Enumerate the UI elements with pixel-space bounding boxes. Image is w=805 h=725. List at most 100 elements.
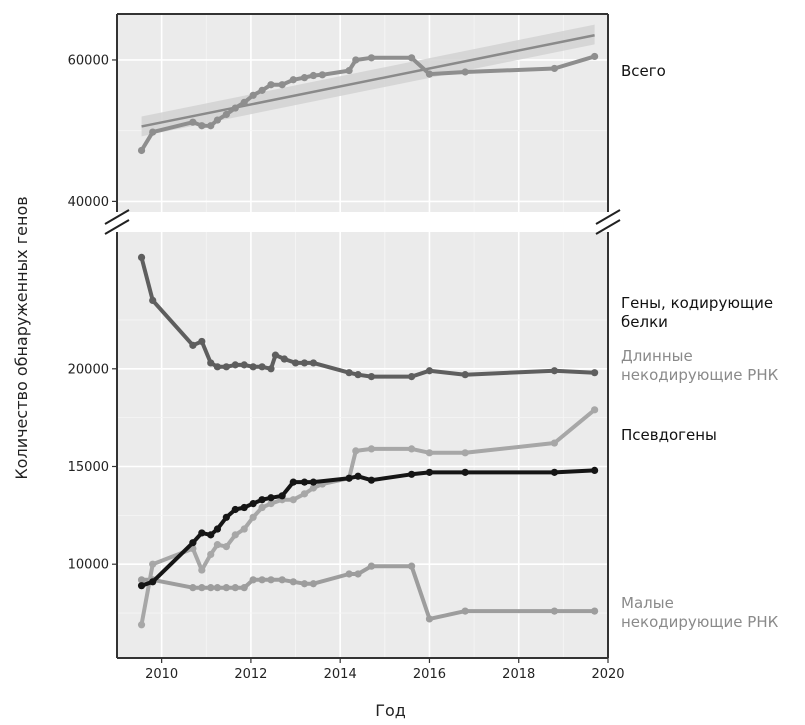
data-point-total <box>367 54 376 62</box>
data-point-protein-coding <box>280 355 288 363</box>
data-point-protein-coding <box>300 359 309 367</box>
data-point-long-noncoding-rna <box>300 490 309 498</box>
data-point-pseudogenes <box>249 500 257 508</box>
data-point-small-noncoding-rna <box>231 584 239 592</box>
data-point-total <box>240 98 248 106</box>
data-point-protein-coding <box>213 363 222 371</box>
data-point-pseudogenes <box>461 468 469 476</box>
label-total: Всего <box>621 62 666 80</box>
data-point-pseudogenes <box>207 531 215 539</box>
data-point-small-noncoding-rna <box>289 578 297 586</box>
axis-break-mark <box>104 209 130 225</box>
data-point-long-noncoding-rna <box>207 550 215 559</box>
data-point-small-noncoding-rna <box>137 576 146 584</box>
x-tick-label: 2012 <box>234 667 267 682</box>
data-point-protein-coding <box>137 253 146 262</box>
label-protein-coding: Гены, кодирующие белки <box>621 294 773 331</box>
data-point-pseudogenes <box>425 468 434 476</box>
data-point-total <box>300 74 309 82</box>
data-point-long-noncoding-rna <box>309 484 317 492</box>
axis-break-mark <box>104 219 130 235</box>
data-point-small-noncoding-rna <box>461 607 469 615</box>
data-point-protein-coding <box>258 363 266 371</box>
data-point-protein-coding <box>198 337 206 346</box>
y-tick-label: 40000 <box>68 195 109 210</box>
data-point-long-noncoding-rna <box>289 496 297 504</box>
data-point-long-noncoding-rna <box>240 525 248 533</box>
data-point-total <box>461 68 469 76</box>
data-point-small-noncoding-rna <box>249 576 257 584</box>
data-point-protein-coding <box>345 369 353 377</box>
data-point-long-noncoding-rna <box>267 500 275 508</box>
data-point-long-noncoding-rna <box>249 513 257 521</box>
data-point-total <box>231 104 239 112</box>
axis-break-gap <box>103 212 131 232</box>
data-point-pseudogenes <box>289 478 297 486</box>
data-point-pseudogenes <box>591 466 599 475</box>
data-point-pseudogenes <box>258 496 266 504</box>
data-point-total <box>289 76 297 84</box>
data-point-protein-coding <box>222 363 230 371</box>
data-point-total <box>198 122 206 130</box>
data-point-long-noncoding-rna <box>461 449 469 457</box>
data-point-pseudogenes <box>309 478 317 486</box>
data-point-small-noncoding-rna <box>345 570 353 578</box>
data-point-small-noncoding-rna <box>408 562 416 570</box>
data-point-protein-coding <box>354 371 362 379</box>
data-point-small-noncoding-rna <box>207 584 215 592</box>
data-point-small-noncoding-rna <box>425 615 434 623</box>
data-point-total <box>278 81 286 89</box>
data-point-small-noncoding-rna <box>267 576 275 584</box>
data-point-long-noncoding-rna <box>198 566 206 574</box>
data-point-small-noncoding-rna <box>550 607 559 615</box>
data-point-total <box>550 64 559 73</box>
axis-break-gap <box>594 212 622 232</box>
data-point-small-noncoding-rna <box>300 580 309 588</box>
data-point-protein-coding <box>367 373 376 381</box>
data-point-total <box>318 71 326 79</box>
trend-line <box>141 33 595 128</box>
data-point-pseudogenes <box>189 539 197 547</box>
data-point-total <box>207 122 215 130</box>
data-point-total <box>345 66 353 75</box>
data-point-long-noncoding-rna <box>352 447 360 455</box>
axis-break-mark <box>595 209 621 225</box>
data-point-protein-coding <box>291 359 300 367</box>
data-point-protein-coding <box>231 361 239 369</box>
data-point-small-noncoding-rna <box>198 584 206 592</box>
data-point-long-noncoding-rna <box>550 439 559 447</box>
data-point-pseudogenes <box>198 529 206 537</box>
data-point-protein-coding <box>550 367 559 375</box>
data-point-long-noncoding-rna <box>591 406 599 414</box>
data-point-long-noncoding-rna <box>222 543 230 551</box>
axis-break-mark <box>595 219 621 235</box>
data-point-long-noncoding-rna <box>425 449 434 457</box>
data-point-pseudogenes <box>354 472 362 480</box>
data-point-total <box>309 71 317 80</box>
x-tick-label: 2018 <box>502 667 535 682</box>
data-point-protein-coding <box>591 369 599 377</box>
label-pseudogenes: Псевдогены <box>621 426 717 444</box>
data-point-total <box>258 86 266 94</box>
data-point-pseudogenes <box>240 503 248 512</box>
data-point-pseudogenes <box>137 582 146 590</box>
x-tick-label: 2020 <box>591 667 624 682</box>
data-point-protein-coding <box>207 359 215 367</box>
data-point-protein-coding <box>309 359 317 367</box>
y-tick-label: 10000 <box>68 558 109 573</box>
data-point-protein-coding <box>240 361 248 369</box>
data-point-pseudogenes <box>408 470 416 478</box>
data-point-small-noncoding-rna <box>591 607 599 615</box>
data-point-protein-coding <box>425 367 434 375</box>
data-point-pseudogenes <box>300 478 309 486</box>
data-point-total <box>222 110 230 119</box>
data-point-protein-coding <box>271 351 280 359</box>
data-point-pseudogenes <box>222 513 230 521</box>
data-point-total <box>591 52 599 61</box>
data-point-long-noncoding-rna <box>408 445 416 453</box>
data-point-total <box>425 70 434 78</box>
data-point-total <box>267 81 275 89</box>
data-point-protein-coding <box>249 363 257 371</box>
y-tick-label: 20000 <box>68 362 109 377</box>
